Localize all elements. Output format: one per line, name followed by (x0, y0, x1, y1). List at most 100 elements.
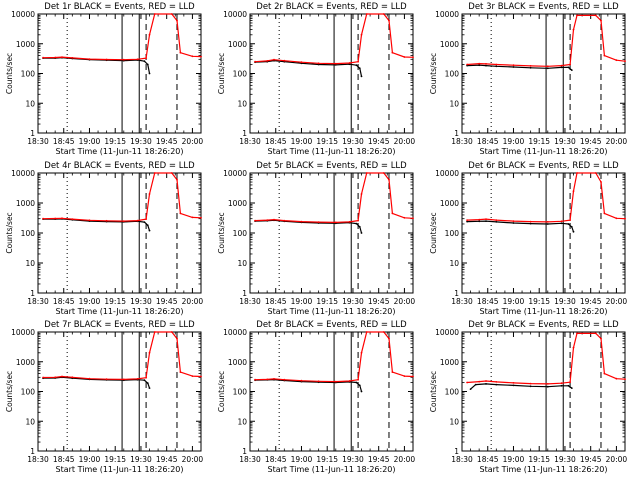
y-tick-label: 100 (445, 388, 460, 397)
x-axis-label: Start Time (11-Jun-11 18:26:20) (56, 147, 184, 156)
x-tick-label: 19:30 (554, 297, 576, 306)
y-tick-label: 10 (25, 259, 35, 268)
y-axis-label: Counts/sec (217, 212, 226, 253)
chart-title: Det 9r BLACK = Events, RED = LLD (468, 320, 619, 330)
lld-data-point (171, 172, 173, 174)
lld-data-point (361, 34, 363, 36)
events-data-point (571, 226, 573, 228)
lld-data-point (412, 56, 414, 58)
x-tick-label: 20:00 (606, 455, 628, 464)
lld-data-point (61, 376, 63, 378)
events-data-point (147, 224, 149, 226)
events-data-point (478, 220, 480, 222)
events-data-point (361, 76, 363, 78)
chart-panel-7: Det 7r BLACK = Events, RED = LLD 1 10 100 10… (5, 320, 203, 474)
events-data-point (485, 383, 487, 385)
lld-data-point (106, 59, 108, 61)
lld-data-point (283, 60, 285, 62)
events-data-point (356, 382, 358, 384)
events-data-point (149, 73, 151, 75)
x-tick-label: 19:45 (368, 137, 390, 146)
lld-data-point (42, 377, 44, 379)
x-tick-label: 19:30 (130, 455, 152, 464)
y-tick-label: 100 (445, 229, 460, 238)
lld-data-point (192, 375, 194, 377)
x-tick-label: 19:00 (503, 137, 525, 146)
x-tick-label: 19:45 (580, 137, 602, 146)
x-tick-label: 19:00 (79, 137, 101, 146)
chart-panel-5: Det 5r BLACK = Events, RED = LLD11010010… (217, 161, 415, 316)
y-axis-label: Counts/sec (429, 371, 438, 412)
lld-data-point (616, 378, 618, 380)
lld-data-point (318, 62, 320, 64)
x-tick-label: 19:30 (342, 137, 364, 146)
lld-data-point (283, 220, 285, 222)
x-tick-label: 19:45 (368, 455, 390, 464)
y-axis-label: Counts/sec (429, 53, 438, 94)
x-tick-label: 18:45 (53, 297, 75, 306)
events-data-point (568, 223, 570, 225)
y-tick-label: 1000 (440, 40, 459, 49)
lld-data-point (301, 221, 303, 223)
lld-data-point (349, 221, 351, 223)
lld-data-point (54, 57, 56, 59)
y-tick-label: 100 (233, 388, 248, 397)
y-tick-label: 1000 (440, 199, 459, 208)
events-series-line (467, 221, 573, 232)
lld-data-point (54, 376, 56, 378)
figure-canvas: Det 1r BLACK = Events, RED = LLD11010010… (0, 0, 640, 480)
chart-panel-3: Det 3r BLACK = Events, RED = LLD11010010… (429, 2, 627, 156)
y-tick-label: 100 (21, 70, 36, 79)
x-tick-label: 18:45 (477, 455, 499, 464)
events-data-point (359, 226, 361, 228)
x-tick-label: 18:30 (239, 137, 261, 146)
lld-data-point (366, 331, 368, 333)
events-data-point (359, 385, 361, 387)
events-data-point (571, 69, 573, 71)
lld-data-point (200, 376, 202, 378)
lld-data-point (530, 221, 532, 223)
y-tick-label: 10000 (11, 10, 35, 19)
lld-data-point (485, 380, 487, 382)
events-data-point (149, 387, 151, 389)
x-tick-label: 19:30 (554, 137, 576, 146)
chart-panel-8: Det 8r BLACK = Events, RED = LLD11010010… (217, 320, 415, 474)
lld-data-point (366, 13, 368, 15)
events-data-point (361, 232, 363, 234)
events-data-point (573, 231, 575, 233)
lld-data-point (466, 219, 468, 221)
events-data-point (147, 64, 149, 66)
x-tick-label: 18:45 (265, 297, 287, 306)
x-tick-label: 19:15 (528, 137, 550, 146)
lld-data-point (145, 57, 147, 59)
events-data-point (571, 387, 573, 389)
x-axis-label: Start Time (11-Jun-11 18:26:20) (56, 307, 184, 316)
lld-data-point (273, 59, 275, 61)
y-axis-label: Counts/sec (5, 212, 14, 253)
y-tick-label: 1000 (16, 358, 35, 367)
x-tick-label: 19:00 (503, 455, 525, 464)
lld-data-point (595, 333, 597, 335)
chart-panel-1: Det 1r BLACK = Events, RED = LLD 1 10 100 10… (5, 2, 203, 156)
lld-data-point (495, 64, 497, 66)
events-data-point (485, 220, 487, 222)
lld-data-point (466, 382, 468, 384)
x-tick-label: 20:00 (394, 297, 416, 306)
x-tick-label: 19:00 (291, 455, 313, 464)
chart-panel-4: Det 4r BLACK = Events, RED = LLD11010010… (5, 161, 203, 316)
lld-data-point (485, 63, 487, 65)
x-tick-label: 18:45 (53, 455, 75, 464)
events-data-point (547, 223, 549, 225)
lld-data-point (478, 381, 480, 383)
lld-data-point (154, 172, 156, 174)
x-tick-label: 18:30 (239, 297, 261, 306)
events-data-point (495, 65, 497, 67)
lld-data-point (495, 381, 497, 383)
events-data-point (356, 223, 358, 225)
events-data-point (144, 379, 146, 381)
lld-data-point (137, 378, 139, 380)
x-tick-label: 18:30 (451, 137, 473, 146)
events-data-point (149, 230, 151, 232)
lld-data-point (561, 382, 563, 384)
y-tick-label: 10000 (435, 169, 459, 178)
